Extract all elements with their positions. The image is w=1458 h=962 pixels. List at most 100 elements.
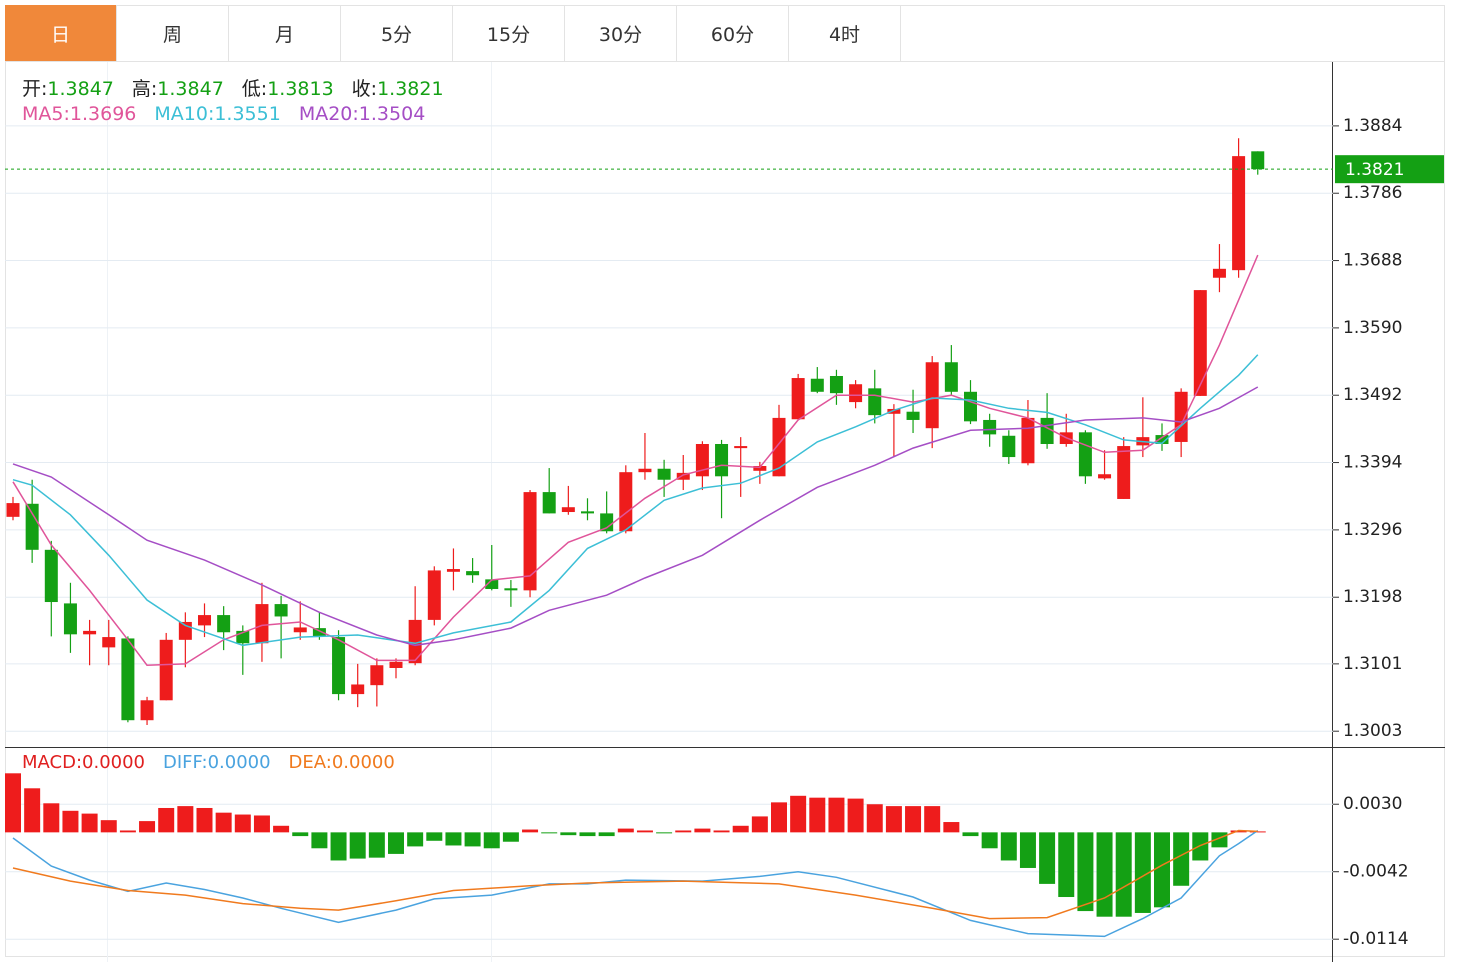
y-tick-label: 1.3786 xyxy=(1343,183,1402,203)
macd-bar xyxy=(809,797,826,833)
candle-body xyxy=(274,604,288,617)
macd-bar xyxy=(445,832,462,846)
candle-body xyxy=(906,411,920,420)
period-tab[interactable]: 30分 xyxy=(565,5,677,61)
candle-body xyxy=(715,444,729,477)
candles xyxy=(6,138,1265,726)
candle-body xyxy=(1098,474,1112,479)
macd-bar xyxy=(483,832,500,849)
macd-bar xyxy=(1058,832,1075,898)
period-tab[interactable]: 60分 xyxy=(677,5,789,61)
macd-bar xyxy=(1192,832,1209,861)
period-tab[interactable]: 日 xyxy=(5,5,117,61)
candle-body xyxy=(217,615,231,633)
ma-legend: MA5:1.3696 MA10:1.3551 MA20:1.3504 xyxy=(22,103,443,125)
legend-value: 1.3504 xyxy=(358,103,426,125)
candle-body xyxy=(466,571,480,576)
macd-bar xyxy=(81,813,98,833)
macd-bar xyxy=(924,806,941,833)
y-tick-label: 1.3492 xyxy=(1343,385,1402,405)
indicator-line xyxy=(12,386,1259,647)
candle-body xyxy=(312,628,326,637)
macd-bar xyxy=(1154,832,1170,908)
candle-body xyxy=(1155,435,1169,445)
candle-body xyxy=(581,511,594,514)
candle-body xyxy=(44,549,58,603)
frame xyxy=(5,5,1445,957)
macd-bar xyxy=(866,804,883,833)
candle-body xyxy=(619,472,633,532)
candle-body xyxy=(121,638,135,721)
macd-bar xyxy=(43,803,60,833)
y-tick-label: 0.0030 xyxy=(1343,794,1402,814)
macd-bar xyxy=(560,832,577,836)
macd-bar xyxy=(943,822,960,833)
macd-bar xyxy=(502,832,519,842)
legend-name: MA5: xyxy=(22,103,70,125)
macd-bar xyxy=(464,832,481,847)
candle-body xyxy=(983,419,997,435)
candle-body xyxy=(772,417,786,477)
candle-body xyxy=(600,513,614,532)
candle-body xyxy=(351,684,365,695)
candle-body xyxy=(140,700,154,721)
macd-bar xyxy=(330,832,347,861)
macd-bar xyxy=(368,832,385,858)
y-tick-label: -0.0042 xyxy=(1343,862,1409,882)
candle-body xyxy=(638,468,652,473)
ohlc-value: 1.3847 xyxy=(47,78,114,100)
candle-body xyxy=(408,619,422,664)
legend-value: 0.0000 xyxy=(207,752,271,773)
period-tab[interactable]: 5分 xyxy=(341,5,453,61)
candle-body xyxy=(332,637,346,695)
y-tick-label: 1.3198 xyxy=(1343,587,1402,607)
y-tick-label: 1.3003 xyxy=(1343,721,1402,741)
macd-legend: MACD:0.0000 DIFF:0.0000 DEA:0.0000 xyxy=(22,752,413,773)
candle-body xyxy=(1251,151,1265,170)
candle-body xyxy=(925,362,939,429)
y-tick-label: 1.3590 xyxy=(1343,318,1402,338)
macd-bar xyxy=(253,815,270,833)
candle-body xyxy=(159,639,173,701)
candle-body xyxy=(829,375,843,394)
period-tabs: 日周月 5分 15分 30分 60分 4时 xyxy=(5,5,901,61)
candle-body xyxy=(887,408,901,414)
macd-bar xyxy=(1115,832,1132,917)
macd-bar xyxy=(24,788,41,833)
ohlc-value: 1.3813 xyxy=(267,78,334,100)
macd-bar xyxy=(1173,832,1190,886)
candle-body xyxy=(868,388,882,416)
candle-body xyxy=(293,627,307,633)
macd-bar xyxy=(617,828,634,833)
macd-bar xyxy=(905,806,922,833)
candle-body xyxy=(964,391,977,422)
macd-bar xyxy=(579,832,596,837)
period-tab[interactable]: 周 xyxy=(117,5,229,61)
period-tab[interactable]: 15分 xyxy=(453,5,565,61)
macd-bar xyxy=(177,806,194,833)
candle-body xyxy=(695,444,709,477)
ohlc-value: 1.3821 xyxy=(377,78,444,100)
period-tab[interactable]: 月 xyxy=(229,5,341,61)
legend-name: MACD: xyxy=(22,752,83,773)
indicator-line xyxy=(12,829,1258,920)
candle-body xyxy=(25,503,39,550)
legend-name: DEA: xyxy=(288,752,332,773)
candle-body xyxy=(6,503,20,517)
macd-bar xyxy=(751,816,768,833)
macd-bar xyxy=(1134,832,1151,913)
y-tick-label: 1.3394 xyxy=(1343,453,1402,473)
candle-body xyxy=(446,569,460,572)
macd-bar xyxy=(675,830,692,833)
candle-body xyxy=(810,378,824,392)
macd-bar xyxy=(119,830,136,833)
candle-body xyxy=(676,472,690,480)
period-tab[interactable]: 4时 xyxy=(789,5,901,61)
candle-body xyxy=(542,492,556,514)
macd-bar xyxy=(100,820,117,833)
candle-body xyxy=(1117,446,1131,499)
ohlc-label: 收: xyxy=(351,78,378,100)
macd-bar xyxy=(407,832,424,847)
